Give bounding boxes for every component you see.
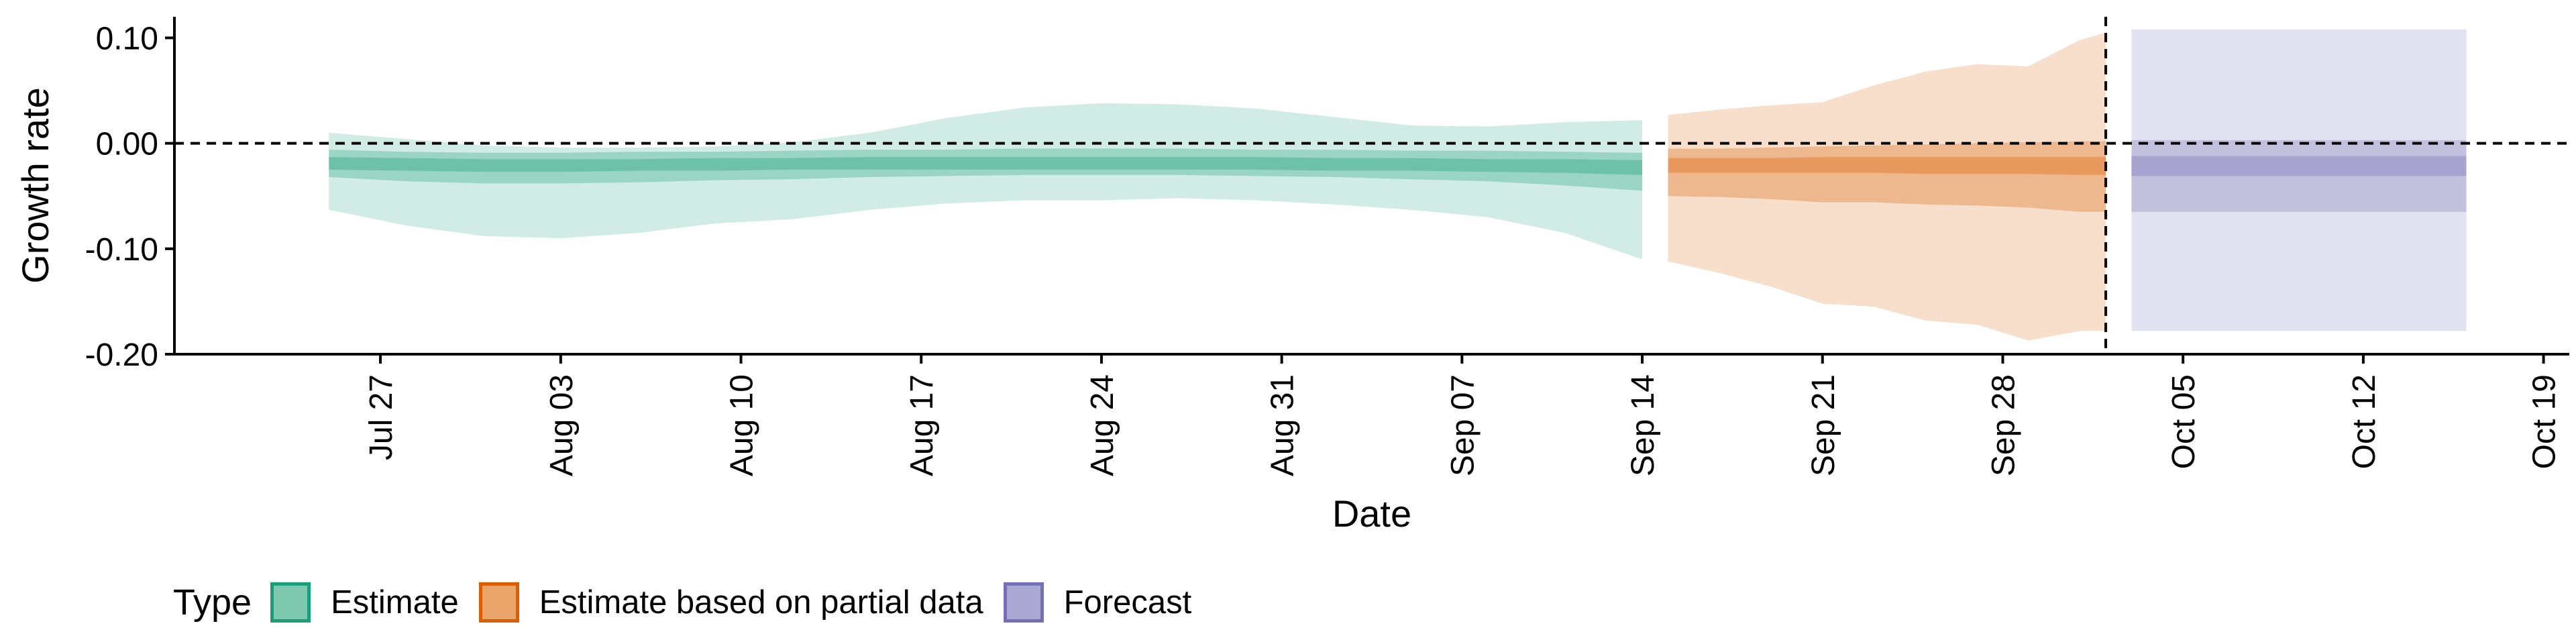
legend-key-partial [478, 582, 519, 623]
x-tick-label: Aug 10 [724, 374, 760, 476]
band-50-estimate [329, 148, 1643, 191]
legend-label-partial: Estimate based on partial data [539, 584, 983, 621]
y-tick-label: 0.10 [96, 21, 158, 56]
growth-rate-chart: 0.10 0.00 -0.10 -0.20 Jul 27 Aug 03 Aug 10 Aug … [14, 17, 2569, 535]
x-tick-label: Aug 24 [1085, 374, 1120, 476]
legend-title: Type [173, 582, 252, 623]
x-tick-label: Jul 27 [364, 374, 399, 460]
legend-item-forecast: Forecast [1003, 582, 1192, 623]
x-tick-label: Aug 03 [544, 374, 580, 476]
x-tick-label: Oct 12 [2347, 374, 2382, 469]
x-axis-title: Date [1332, 492, 1411, 535]
legend: Type Estimate Estimate based on partial … [173, 578, 1212, 627]
y-axis-title: Growth rate [14, 87, 56, 284]
series-estimate [329, 103, 1643, 260]
legend-item-partial: Estimate based on partial data [478, 582, 983, 623]
band-20-forecast [2131, 156, 2467, 176]
band-90-forecast [2131, 29, 2467, 331]
x-tick-label: Sep 14 [1625, 374, 1661, 476]
series-estimate-based-on-partial-data [1668, 32, 2106, 341]
series-forecast [2131, 29, 2467, 331]
band-20-estimate-based-on-partial-data [1668, 157, 2106, 175]
band-20-estimate [329, 157, 1643, 175]
x-tick-label: Oct 19 [2527, 374, 2563, 469]
band-50-forecast [2131, 140, 2467, 212]
band-90-estimate [329, 103, 1643, 260]
legend-key-estimate [270, 582, 311, 623]
x-tick-label: Sep 21 [1806, 374, 1841, 476]
band-90-estimate-based-on-partial-data [1668, 32, 2106, 341]
legend-label-forecast: Forecast [1063, 584, 1192, 621]
x-tick-label: Aug 31 [1265, 374, 1301, 476]
band-50-estimate-based-on-partial-data [1668, 141, 2106, 212]
legend-label-estimate: Estimate [331, 584, 459, 621]
x-tick-label: Oct 05 [2166, 374, 2202, 469]
x-tick-label: Aug 17 [904, 374, 940, 476]
x-tick-label: Sep 07 [1445, 374, 1481, 476]
x-tick-label: Sep 28 [1986, 374, 2022, 476]
legend-key-forecast [1003, 582, 1044, 623]
y-tick-label: -0.20 [85, 337, 158, 373]
y-tick-label: -0.10 [85, 232, 158, 268]
legend-item-estimate: Estimate [270, 582, 459, 623]
y-tick-label: 0.00 [96, 127, 158, 162]
